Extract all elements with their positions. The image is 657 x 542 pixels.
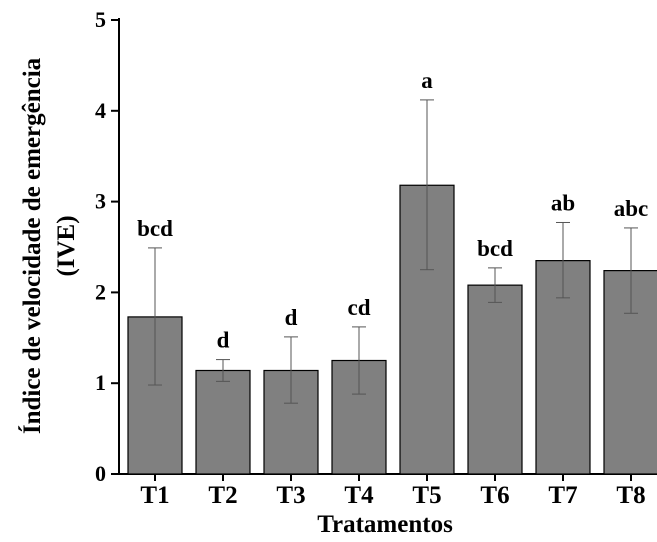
x-axis-title: Tratamentos xyxy=(317,511,453,538)
x-tick-label: T1 xyxy=(140,482,169,509)
bar xyxy=(195,369,251,475)
x-tick-label: T6 xyxy=(480,482,509,509)
group-letter-label: ab xyxy=(551,190,575,215)
group-letter-label: bcd xyxy=(137,216,173,241)
group-letter-label: bcd xyxy=(477,236,513,261)
y-tick-label: 0 xyxy=(95,461,106,486)
y-tick-label: 3 xyxy=(95,189,106,214)
x-tick-label: T2 xyxy=(208,482,237,509)
y-axis-title: Índice de velocidade de emergência (IVE) xyxy=(18,57,80,434)
group-letter-label: d xyxy=(285,305,298,330)
x-tick-label: T8 xyxy=(616,482,645,509)
group-letter-label: d xyxy=(217,328,230,353)
group-letter-label: cd xyxy=(348,295,371,320)
x-tick-label: T7 xyxy=(548,482,577,509)
group-letters: bcd d d cd a bcd ab abc xyxy=(137,68,648,353)
group-letter-label: a xyxy=(421,68,433,93)
bar xyxy=(467,284,523,475)
x-ticks: T1 T2 T3 T4 T5 T6 T7 T8 xyxy=(140,474,646,509)
y-tick-label: 1 xyxy=(95,370,106,395)
error-bars xyxy=(148,99,638,404)
x-tick-label: T4 xyxy=(344,482,374,509)
x-tick-label: T5 xyxy=(412,482,441,509)
y-axis-title-line1: Índice de velocidade de emergência xyxy=(18,57,46,434)
y-ticks: 0 1 2 3 4 5 xyxy=(95,7,119,486)
y-axis-title-line2: (IVE) xyxy=(53,215,80,276)
y-tick-label: 2 xyxy=(95,279,106,304)
group-letter-label: abc xyxy=(614,196,649,221)
x-tick-label: T3 xyxy=(276,482,305,509)
y-tick-label: 5 xyxy=(95,7,106,32)
y-tick-label: 4 xyxy=(95,98,106,123)
bar xyxy=(399,184,455,475)
bars xyxy=(127,184,657,475)
